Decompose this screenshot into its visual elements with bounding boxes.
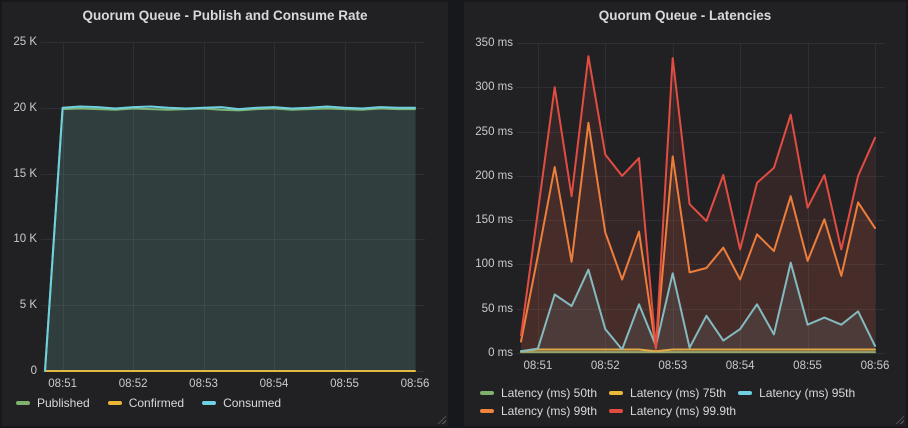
y-tick-label: 250 ms bbox=[475, 125, 513, 138]
y-tick-label: 50 ms bbox=[481, 302, 513, 315]
y-tick-label: 0 ms bbox=[488, 347, 513, 359]
legend-item-latency-ms-95th[interactable]: Latency (ms) 95th bbox=[738, 386, 855, 400]
y-tick-label: 5 K bbox=[19, 299, 37, 312]
panel-publish-consume-rate: Quorum Queue - Publish and Consume Rate … bbox=[2, 2, 448, 426]
series-latency-ms-95th bbox=[520, 261, 876, 353]
legend-series-label: Confirmed bbox=[128, 396, 185, 410]
x-tick-label: 08:56 bbox=[860, 360, 890, 372]
legend-series-label: Latency (ms) 50th bbox=[501, 386, 598, 400]
series-consumed bbox=[44, 105, 416, 372]
series-latency-ms-99-9th bbox=[520, 55, 876, 354]
legend: Published Confirmed Consumed bbox=[16, 396, 299, 410]
legend-item-latency-ms-99th[interactable]: Latency (ms) 99th bbox=[480, 404, 597, 418]
series-latency-ms-50th bbox=[520, 351, 876, 354]
y-tick-label: 100 ms bbox=[475, 258, 513, 271]
y-tick-label: 300 ms bbox=[475, 81, 513, 94]
legend-item-latency-ms-99-9th[interactable]: Latency (ms) 99.9th bbox=[609, 404, 736, 418]
legend-item-latency-ms-75th[interactable]: Latency (ms) 75th bbox=[609, 386, 726, 400]
y-tick-label: 25 K bbox=[13, 36, 37, 48]
x-tick-label: 08:54 bbox=[259, 378, 289, 390]
x-tick-label: 08:55 bbox=[793, 360, 822, 372]
x-tick-label: 08:51 bbox=[523, 360, 553, 372]
legend-series-label: Latency (ms) 95th bbox=[759, 386, 856, 400]
legend: Latency (ms) 50th Latency (ms) 75th Latenc… bbox=[480, 386, 904, 418]
latencies-chart[interactable] bbox=[464, 2, 906, 426]
x-tick-label: 08:52 bbox=[118, 378, 148, 390]
y-tick-label: 10 K bbox=[13, 233, 37, 246]
y-tick-label: 20 K bbox=[13, 101, 37, 114]
legend-series-swatch bbox=[202, 401, 217, 405]
x-tick-label: 08:56 bbox=[400, 378, 430, 390]
legend-series-label: Latency (ms) 75th bbox=[630, 386, 727, 400]
legend-series-label: Consumed bbox=[223, 396, 282, 410]
series-latency-ms-75th bbox=[520, 348, 876, 353]
legend-series-label: Latency (ms) 99th bbox=[501, 404, 598, 418]
x-tick-label: 08:51 bbox=[48, 378, 77, 390]
y-tick-label: 350 ms bbox=[475, 37, 513, 49]
legend-item-confirmed[interactable]: Confirmed bbox=[107, 396, 185, 410]
publish-consume-chart[interactable] bbox=[2, 2, 448, 426]
panel-latencies: Quorum Queue - Latencies Latency (ms) 50… bbox=[464, 2, 906, 426]
legend-series-swatch bbox=[609, 409, 624, 413]
legend-series-swatch bbox=[107, 401, 122, 405]
y-tick-label: 150 ms bbox=[475, 214, 513, 227]
series-latency-ms-99th bbox=[520, 121, 876, 353]
legend-series-swatch bbox=[480, 409, 494, 413]
legend-series-swatch bbox=[16, 401, 30, 405]
legend-item-consumed[interactable]: Consumed bbox=[202, 396, 281, 410]
y-tick-label: 15 K bbox=[13, 167, 37, 180]
x-tick-label: 08:55 bbox=[330, 378, 359, 390]
x-tick-label: 08:54 bbox=[725, 360, 755, 372]
legend-item-published[interactable]: Published bbox=[16, 396, 90, 410]
x-tick-label: 08:53 bbox=[189, 378, 218, 390]
x-tick-label: 08:52 bbox=[590, 360, 620, 372]
series-published bbox=[44, 107, 416, 372]
legend-series-swatch bbox=[738, 391, 753, 395]
y-tick-label: 0 bbox=[30, 365, 37, 377]
panel-resize-handle[interactable] bbox=[895, 415, 904, 424]
legend-series-label: Latency (ms) 99.9th bbox=[630, 404, 737, 418]
legend-item-latency-ms-50th[interactable]: Latency (ms) 50th bbox=[480, 386, 597, 400]
panel-resize-handle[interactable] bbox=[437, 415, 446, 424]
panel-title[interactable]: Quorum Queue - Publish and Consume Rate bbox=[82, 8, 368, 23]
legend-series-swatch bbox=[609, 391, 624, 395]
legend-series-label: Published bbox=[37, 396, 90, 410]
x-tick-label: 08:53 bbox=[658, 360, 688, 372]
y-tick-label: 200 ms bbox=[475, 169, 513, 182]
panel-title[interactable]: Quorum Queue - Latencies bbox=[598, 8, 772, 23]
legend-series-swatch bbox=[480, 391, 494, 395]
